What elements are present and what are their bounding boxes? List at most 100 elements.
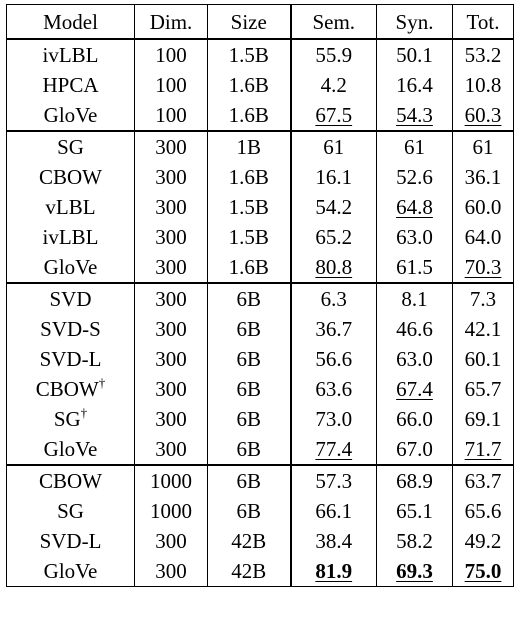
cell-size: 1.6B (207, 252, 291, 283)
cell-dim: 1000 (134, 496, 208, 526)
cell-syn-text: 66.0 (396, 407, 433, 431)
table-row: GloVe 300 1.6B 80.8 61.5 70.3 (6, 252, 514, 283)
cell-sem-text: 36.7 (315, 317, 353, 341)
cell-model: GloVe (6, 252, 135, 283)
cell-sem-text: 81.9 (315, 559, 353, 583)
cell-size-text: 1.5B (228, 225, 269, 249)
cell-dim: 300 (134, 252, 208, 283)
cell-sem-text: 66.1 (315, 499, 353, 523)
cell-syn-text: 8.1 (401, 287, 428, 311)
cell-tot: 71.7 (452, 434, 514, 465)
header-dim: Dim. (134, 4, 208, 39)
cell-sem: 63.6 (289, 374, 377, 404)
cell-dim-text: 300 (155, 225, 187, 249)
cell-model-text: CBOW (39, 469, 102, 493)
cell-size: 1.6B (207, 162, 291, 192)
cell-dim-text: 300 (155, 559, 187, 583)
cell-syn: 16.4 (376, 70, 453, 100)
cell-model-text: GloVe (43, 437, 98, 461)
cell-model: ivLBL (6, 38, 135, 70)
cell-syn: 64.8 (376, 192, 453, 222)
cell-size: 6B (207, 434, 291, 465)
cell-syn-text: 61 (404, 135, 425, 159)
cell-syn-text: 54.3 (396, 103, 433, 127)
table-header: Model Dim. Size Sem. Syn. Tot. (6, 4, 514, 39)
cell-sem-text: 54.2 (315, 195, 353, 219)
cell-syn: 50.1 (376, 38, 453, 70)
cell-dim: 300 (134, 314, 208, 344)
cell-sem: 4.2 (289, 70, 377, 100)
table-row: HPCA 100 1.6B 4.2 16.4 10.8 (6, 70, 514, 100)
cell-dim: 300 (134, 404, 208, 434)
cell-model: SVD-L (6, 526, 135, 556)
cell-model-text: CBOW (35, 377, 99, 401)
cell-model-text: CBOW (39, 165, 102, 189)
cell-model-text: SG (57, 499, 84, 523)
cell-dim: 300 (134, 374, 208, 404)
header-sem: Sem. (289, 4, 377, 39)
cell-model: SVD-S (6, 314, 135, 344)
cell-dim-text: 300 (155, 135, 187, 159)
cell-model: HPCA (6, 70, 135, 100)
cell-model-text: SVD-S (40, 317, 101, 341)
cell-sem: 81.9 (289, 556, 377, 587)
cell-dim: 100 (134, 100, 208, 131)
cell-dim: 300 (134, 130, 208, 162)
cell-tot-text: 60.3 (464, 103, 502, 127)
table-row: SG 300 1B 61 61 61 (6, 130, 514, 162)
cell-sem: 38.4 (289, 526, 377, 556)
cell-model: GloVe (6, 556, 135, 587)
cell-tot-text: 65.6 (464, 499, 502, 523)
cell-size-text: 1.6B (228, 165, 269, 189)
table-row: CBOW 300 1.6B 16.1 52.6 36.1 (6, 162, 514, 192)
cell-sem: 67.5 (289, 100, 377, 131)
cell-model: GloVe (6, 100, 135, 131)
cell-dim-text: 1000 (150, 469, 192, 493)
cell-tot: 70.3 (452, 252, 514, 283)
cell-tot: 60.0 (452, 192, 514, 222)
results-table: Model Dim. Size Sem. Syn. Tot. ivLBL 100 1… (6, 4, 514, 587)
cell-dim: 100 (134, 38, 208, 70)
cell-size: 1.6B (207, 100, 291, 131)
table-row: ivLBL 100 1.5B 55.9 50.1 53.2 (6, 38, 514, 70)
cell-dim-text: 300 (155, 317, 187, 341)
cell-dim-text: 300 (155, 255, 187, 279)
cell-tot-text: 75.0 (464, 559, 502, 583)
cell-sem: 61 (289, 130, 377, 162)
cell-syn: 61.5 (376, 252, 453, 283)
cell-sem-text: 65.2 (315, 225, 353, 249)
cell-tot-text: 36.1 (464, 165, 502, 189)
cell-dim: 300 (134, 222, 208, 252)
cell-size: 1B (207, 130, 291, 162)
cell-sem: 55.9 (289, 38, 377, 70)
table-row: SVD-S 300 6B 36.7 46.6 42.1 (6, 314, 514, 344)
table-row: ivLBL 300 1.5B 65.2 63.0 64.0 (6, 222, 514, 252)
cell-tot: 60.3 (452, 100, 514, 131)
cell-sem: 57.3 (289, 464, 377, 496)
cell-syn: 46.6 (376, 314, 453, 344)
cell-size: 6B (207, 496, 291, 526)
cell-syn: 65.1 (376, 496, 453, 526)
cell-model-text: ivLBL (42, 43, 99, 67)
cell-syn-text: 67.0 (396, 437, 433, 461)
cell-sem-text: 38.4 (315, 529, 353, 553)
cell-sem-text: 77.4 (315, 437, 353, 461)
cell-size: 6B (207, 314, 291, 344)
cell-tot: 69.1 (452, 404, 514, 434)
cell-syn-text: 16.4 (396, 73, 433, 97)
cell-dim-text: 300 (155, 529, 187, 553)
cell-tot-text: 71.7 (464, 437, 502, 461)
cell-model-text: HPCA (42, 73, 99, 97)
cell-size: 6B (207, 344, 291, 374)
cell-size-text: 6B (236, 347, 261, 371)
cell-tot: 36.1 (452, 162, 514, 192)
cell-size-text: 6B (236, 499, 261, 523)
cell-dim: 300 (134, 344, 208, 374)
cell-model-text: GloVe (43, 255, 98, 279)
cell-syn: 58.2 (376, 526, 453, 556)
cell-sem-text: 61 (323, 135, 345, 159)
cell-size: 1.6B (207, 70, 291, 100)
dagger-mark: † (80, 405, 88, 420)
cell-tot-text: 42.1 (464, 317, 502, 341)
cell-syn-text: 63.0 (396, 347, 433, 371)
